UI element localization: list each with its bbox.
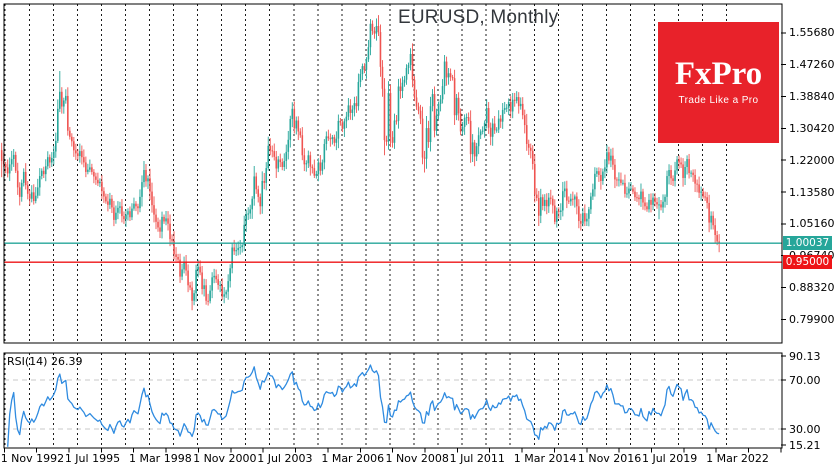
date-tick-label: 1 Jul 2011 [449, 452, 505, 465]
date-tick-label: 1 Mar 1998 [128, 452, 192, 465]
date-tick-label: 1 Mar 2022 [706, 452, 769, 465]
level-line-price-tag[interactable]: 0.95000 [783, 255, 832, 270]
date-tick-label: 1 Mar 2014 [513, 452, 577, 465]
date-tick-label: 1 Nov 2008 [385, 452, 449, 465]
price-tick-label: 1.13580 [789, 185, 835, 199]
price-tick-label: 0.79900 [789, 312, 835, 326]
rsi-tick-label: 90.13 [789, 350, 821, 363]
rsi-indicator-name: RSI(14) [7, 355, 48, 368]
date-tick-label: 1 Nov 1992 [0, 452, 65, 465]
date-tick-label: 1 Jul 1995 [64, 452, 121, 465]
current-price-tag[interactable]: 1.00037 [783, 236, 832, 251]
rsi-indicator-value: 26.39 [50, 355, 83, 368]
chart-title: EURUSD, Monthly [398, 7, 559, 28]
date-tick-label: 1 Jul 2003 [257, 452, 313, 465]
price-tick-label: 0.88320 [789, 280, 835, 294]
fxpro-logo-wordmark: FxPro [674, 56, 763, 92]
rsi-indicator-label: RSI(14) 26.39 [7, 355, 82, 368]
date-tick-label: 1 Jul 2019 [641, 452, 698, 465]
rsi-tick-label: 70.00 [789, 374, 821, 387]
price-tick-label: 1.55680 [789, 26, 835, 40]
price-tick-label: 1.05160 [789, 217, 835, 231]
date-tick-label: 1 Nov 2000 [193, 452, 257, 465]
fxpro-logo-tagline: Trade Like a Pro [678, 95, 759, 106]
price-tick-label: 1.38840 [789, 90, 835, 104]
fxpro-logo: FxPro Trade Like a Pro [658, 22, 779, 143]
rsi-tick-label: 30.00 [789, 423, 821, 436]
price-tick-label: 1.47260 [789, 58, 835, 72]
price-tick-label: 1.30420 [789, 121, 835, 135]
date-tick-label: 1 Mar 2006 [321, 452, 385, 465]
date-tick-label: 1 Nov 2016 [577, 452, 642, 465]
rsi-tick-label: 15.21 [789, 439, 821, 452]
price-tick-label: 1.22000 [789, 153, 835, 167]
